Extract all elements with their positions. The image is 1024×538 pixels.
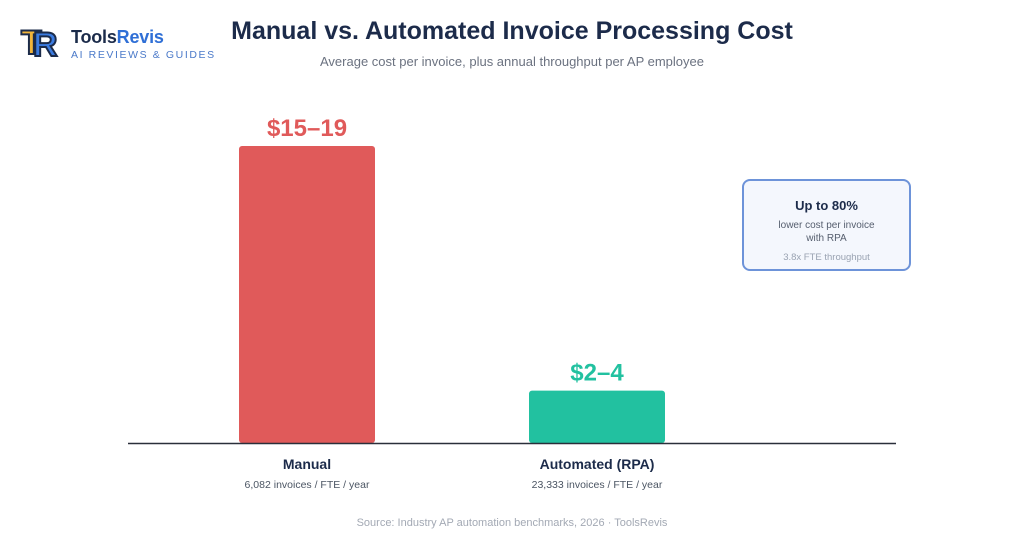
- brand-tagline: AI REVIEWS & GUIDES: [71, 49, 216, 61]
- brand-name-part1: Tools: [71, 27, 117, 47]
- svg-text:R: R: [33, 26, 58, 62]
- svg-text:T: T: [21, 24, 42, 62]
- callout-footnote: 3.8x FTE throughput: [783, 252, 870, 263]
- category-label-1: Automated (RPA): [540, 456, 655, 472]
- brand-name: ToolsRevis: [71, 27, 164, 48]
- category-note-1: 23,333 invoices / FTE / year: [532, 479, 663, 491]
- callout-headline: Up to 80%: [795, 198, 858, 213]
- source-note: Source: Industry AP automation benchmark…: [356, 517, 668, 529]
- bar-value-label-1: $2–4: [570, 360, 624, 387]
- bar-0: [239, 146, 375, 443]
- chart-subtitle: Average cost per invoice, plus annual th…: [320, 54, 704, 69]
- brand-name-part2: Revis: [116, 27, 164, 47]
- callout-body: lower cost per invoice with RPA: [778, 220, 875, 244]
- chart-title: Manual vs. Automated Invoice Processing …: [231, 17, 793, 45]
- toolsrevis-logo-icon: T R: [17, 20, 59, 62]
- bar-1: [529, 390, 665, 443]
- category-label-0: Manual: [283, 456, 331, 472]
- brand-logo: T R ToolsRevis AI REVIEWS & GUIDES: [17, 20, 217, 64]
- bar-value-label-0: $15–19: [267, 115, 347, 142]
- category-note-0: 6,082 invoices / FTE / year: [245, 479, 370, 491]
- savings-callout: Up to 80% lower cost per invoice with RP…: [742, 179, 911, 271]
